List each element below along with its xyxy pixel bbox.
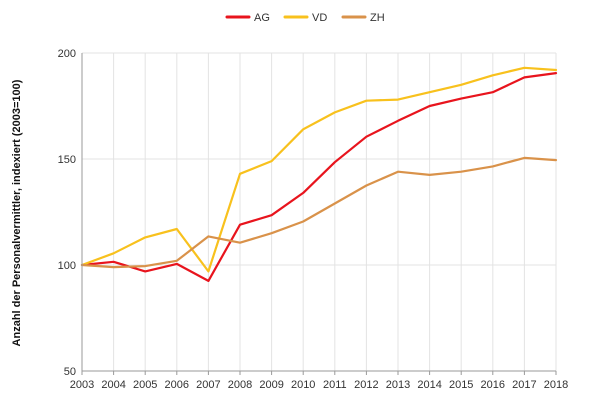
series-line-zh bbox=[80, 156, 558, 269]
legend-label: AG bbox=[254, 12, 270, 24]
series-lines bbox=[80, 66, 558, 282]
x-tick-label: 2008 bbox=[228, 379, 252, 391]
y-tick-label: 100 bbox=[58, 260, 76, 272]
legend-item-zh: ZH bbox=[341, 12, 385, 24]
x-tick-label: 2010 bbox=[291, 379, 315, 391]
x-axis: 2003 2004 2005 2006 2007 2008 2009 2010 2011 2012… bbox=[70, 370, 568, 391]
x-tick-label: 2014 bbox=[417, 379, 441, 391]
legend-item-ag: AG bbox=[225, 12, 270, 24]
legend-item-vd: VD bbox=[283, 12, 327, 24]
legend-label: VD bbox=[312, 12, 327, 24]
y-axis: 50 100 150 200 bbox=[58, 48, 83, 378]
series-line-vd bbox=[80, 66, 558, 273]
legend: AG VD ZH bbox=[225, 12, 385, 24]
y-tick-label: 200 bbox=[58, 48, 76, 60]
x-tick-label: 2007 bbox=[196, 379, 220, 391]
x-tick-label: 2018 bbox=[544, 379, 568, 391]
x-tick-label: 2004 bbox=[101, 379, 125, 391]
x-tick-label: 2015 bbox=[449, 379, 473, 391]
legend-label: ZH bbox=[370, 12, 385, 24]
grid bbox=[81, 52, 557, 372]
x-tick-label: 2013 bbox=[386, 379, 410, 391]
x-tick-label: 2009 bbox=[259, 379, 283, 391]
x-tick-label: 2006 bbox=[165, 379, 189, 391]
x-tick-label: 2016 bbox=[481, 379, 505, 391]
x-tick-label: 2017 bbox=[512, 379, 536, 391]
series-line-ag bbox=[80, 72, 558, 282]
x-tick-label: 2011 bbox=[323, 379, 347, 391]
y-axis-title: Anzahl der Personalvermittler, indexiert… bbox=[11, 79, 23, 346]
x-tick-label: 2005 bbox=[133, 379, 157, 391]
x-tick-label: 2012 bbox=[354, 379, 378, 391]
x-tick-label: 2003 bbox=[70, 379, 94, 391]
y-tick-label: 150 bbox=[58, 154, 76, 166]
y-tick-label: 50 bbox=[64, 366, 76, 378]
